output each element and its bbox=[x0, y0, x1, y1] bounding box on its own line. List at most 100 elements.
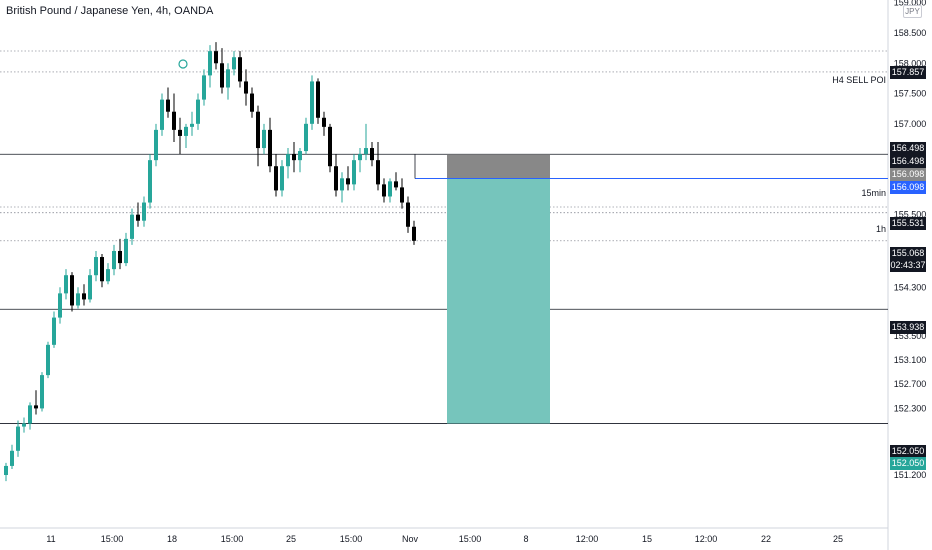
candle-body bbox=[226, 69, 230, 88]
candle-body bbox=[268, 129, 272, 167]
price-label-target-teal: 152.050 bbox=[890, 457, 926, 470]
x-tick-label: 22 bbox=[761, 534, 771, 544]
candle-body bbox=[16, 426, 20, 451]
price-label-stop-top: 156.498 bbox=[890, 142, 926, 155]
candle-body bbox=[166, 99, 170, 112]
candle-body bbox=[88, 275, 92, 300]
candle-body bbox=[262, 129, 266, 149]
candle-body bbox=[124, 238, 128, 264]
price-label-1h: 155.531 bbox=[890, 217, 926, 230]
candle-body bbox=[10, 450, 14, 466]
candle-body bbox=[148, 160, 152, 203]
candle-body bbox=[184, 126, 188, 136]
candle-body bbox=[100, 257, 104, 282]
candle-body bbox=[334, 166, 338, 191]
x-tick-label: 12:00 bbox=[695, 534, 718, 544]
candle-body bbox=[346, 178, 350, 185]
tag-1h: 1h bbox=[875, 224, 886, 234]
candle-body bbox=[160, 99, 164, 130]
candle-body bbox=[412, 226, 416, 241]
candle-body bbox=[382, 184, 386, 197]
candle-body bbox=[70, 275, 74, 306]
candle-body bbox=[370, 148, 374, 161]
candle-body bbox=[40, 375, 44, 409]
candle-body bbox=[322, 117, 326, 127]
y-tick-label: 152.300 bbox=[894, 403, 927, 413]
countdown-label: 02:43:37 bbox=[890, 259, 926, 272]
x-tick-label: 15:00 bbox=[221, 534, 244, 544]
candle-body bbox=[52, 317, 56, 345]
y-tick-label: 154.300 bbox=[894, 282, 927, 292]
x-tick-label: 15:00 bbox=[340, 534, 363, 544]
candle-body bbox=[154, 129, 158, 161]
candle-body bbox=[304, 123, 308, 152]
candle-body bbox=[256, 111, 260, 149]
candle-body bbox=[406, 202, 410, 227]
y-tick-label: 158.000 bbox=[894, 58, 927, 68]
candle-body bbox=[112, 250, 116, 270]
price-label-entry-grey: 156.098 bbox=[890, 168, 926, 181]
price-label-last: 155.068 bbox=[890, 247, 926, 260]
x-tick-label: 11 bbox=[46, 534, 55, 544]
candle-body bbox=[94, 257, 98, 276]
y-tick-label: 155.500 bbox=[894, 210, 927, 220]
candle-body bbox=[238, 57, 242, 82]
price-label-entry-blue: 156.098 bbox=[890, 181, 926, 194]
target-zone bbox=[447, 178, 550, 424]
candle-body bbox=[22, 423, 26, 427]
y-tick-label: 157.000 bbox=[894, 119, 927, 129]
price-label-poi: 157.857 bbox=[890, 66, 926, 79]
candle-body bbox=[178, 129, 182, 136]
candle-body bbox=[394, 181, 398, 188]
x-tick-label: 18 bbox=[167, 534, 177, 544]
tag-h4-sell-poi: H4 SELL POI bbox=[832, 75, 886, 85]
chart-title: British Pound / Japanese Yen, 4h, OANDA bbox=[6, 5, 214, 17]
candle-body bbox=[328, 126, 332, 167]
candle-body bbox=[172, 111, 176, 130]
candle-body bbox=[232, 57, 236, 70]
candle-body bbox=[340, 178, 344, 191]
candle-body bbox=[64, 275, 68, 294]
candle-body bbox=[286, 154, 290, 167]
candle-body bbox=[130, 214, 134, 239]
x-tick-label: 15:00 bbox=[101, 534, 124, 544]
candle-body bbox=[28, 405, 32, 424]
y-tick-label: 152.700 bbox=[894, 379, 927, 389]
candle-body bbox=[208, 51, 212, 76]
candle-body bbox=[214, 51, 218, 64]
candle-body bbox=[190, 123, 194, 127]
candle-body bbox=[76, 293, 80, 306]
tag-15min: 15min bbox=[861, 188, 886, 198]
candle-body bbox=[118, 250, 122, 264]
x-tick-label: Nov bbox=[402, 534, 419, 544]
candle-body bbox=[364, 148, 368, 155]
candle-body bbox=[82, 293, 86, 300]
x-tick-label: 12:00 bbox=[576, 534, 599, 544]
price-label-stop-bottom: 156.498 bbox=[890, 155, 926, 168]
candle-body bbox=[376, 160, 380, 185]
y-tick-label: 153.100 bbox=[894, 355, 927, 365]
x-tick-label: 15:00 bbox=[459, 534, 482, 544]
candle-body bbox=[4, 465, 8, 476]
candle-body bbox=[106, 269, 110, 282]
candle-body bbox=[34, 405, 38, 409]
x-tick-label: 25 bbox=[833, 534, 843, 544]
candle-body bbox=[358, 154, 362, 161]
candle-body bbox=[310, 81, 314, 124]
candle-body bbox=[220, 63, 224, 88]
candle-body bbox=[142, 202, 146, 221]
stop-zone bbox=[447, 154, 550, 179]
candle-body bbox=[136, 214, 140, 221]
y-tick-label: 157.500 bbox=[894, 89, 927, 99]
candle-body bbox=[352, 160, 356, 185]
candle-body bbox=[244, 81, 248, 94]
candle-body bbox=[280, 166, 284, 191]
candle-body bbox=[250, 93, 254, 112]
currency-badge[interactable]: JPY bbox=[903, 5, 922, 18]
candle-body bbox=[316, 81, 320, 118]
y-tick-label: 153.500 bbox=[894, 331, 927, 341]
candle-body bbox=[196, 99, 200, 124]
signal-marker bbox=[178, 59, 188, 69]
candle-body bbox=[298, 151, 302, 161]
